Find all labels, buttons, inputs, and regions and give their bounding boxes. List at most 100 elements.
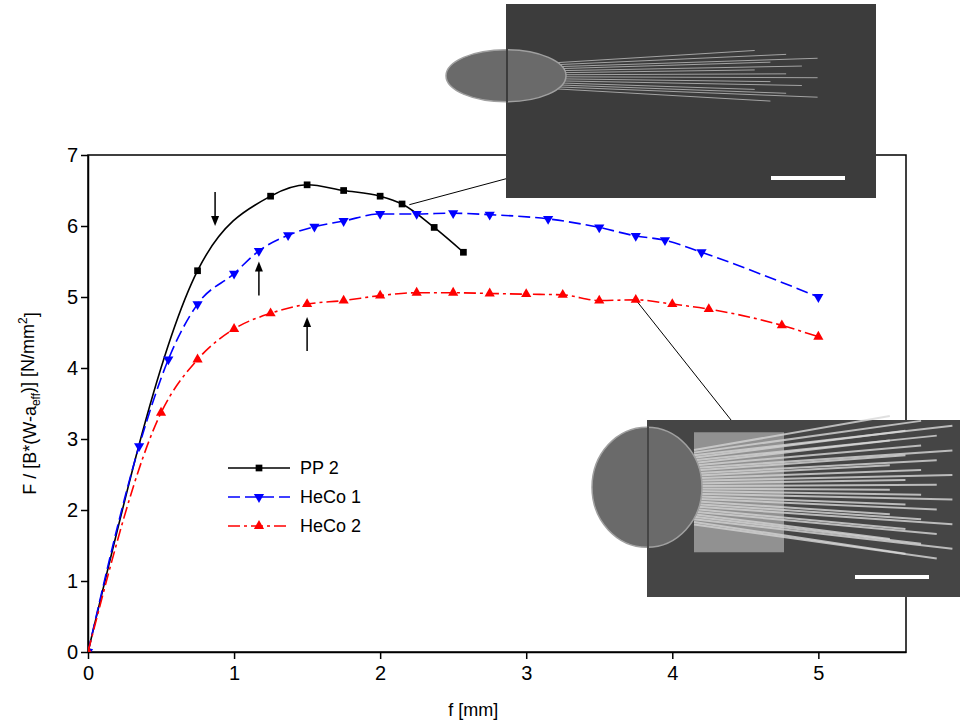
inset-craze — [558, 66, 802, 71]
legend-marker — [254, 494, 264, 503]
arrow-head — [255, 262, 263, 272]
series-marker — [777, 320, 787, 329]
series-marker — [696, 249, 706, 258]
x-tick-mark — [380, 652, 382, 659]
series-marker — [302, 298, 312, 307]
y-tick-label: 7 — [67, 144, 78, 166]
arrow — [303, 317, 311, 351]
series-marker — [660, 237, 670, 246]
inset-image — [446, 4, 876, 198]
series-marker — [304, 181, 311, 188]
series-marker — [283, 232, 293, 241]
series-marker — [88, 646, 93, 652]
y-axis-line — [88, 156, 90, 653]
callout-line — [636, 300, 735, 425]
y-tick-mark — [81, 297, 88, 299]
x-tick-label: 2 — [375, 662, 386, 684]
x-axis-title: f [mm] — [448, 700, 498, 720]
inset-craze — [558, 73, 786, 75]
series-marker — [412, 211, 422, 220]
series-marker — [192, 354, 202, 363]
y-tick: 1 — [67, 570, 88, 592]
y-tick-mark — [81, 155, 88, 157]
x-tick-label: 4 — [667, 662, 678, 684]
series-marker — [485, 288, 495, 297]
y-tick-label: 3 — [67, 428, 78, 450]
series-marker — [704, 303, 714, 312]
x-axis-line — [89, 652, 907, 654]
inset-zone — [694, 432, 784, 552]
inset-craze — [558, 89, 770, 101]
y-tick-mark — [81, 368, 88, 370]
chart: 01234501234567f [mm]F / [B*(W-aeff)] [N/… — [0, 0, 966, 724]
series-marker — [412, 287, 422, 296]
inset-image — [592, 416, 960, 597]
inset-scale-bar — [771, 176, 845, 180]
y-axis-title-part: )] [N/mm — [18, 324, 38, 393]
y-tick-label: 2 — [67, 499, 78, 521]
series-marker — [460, 249, 467, 256]
x-tick-mark — [526, 652, 528, 659]
legend-label: HeCo 2 — [300, 516, 361, 536]
arrow-shaft — [214, 192, 216, 218]
series-marker — [813, 294, 823, 303]
series-marker — [377, 193, 384, 200]
series-marker — [163, 357, 173, 366]
series-marker — [631, 294, 641, 303]
series-marker — [194, 267, 201, 274]
series-marker — [594, 224, 604, 233]
legend-marker — [256, 465, 263, 472]
series-marker — [667, 298, 677, 307]
series-marker — [134, 443, 144, 452]
x-tick-label: 5 — [813, 662, 824, 684]
y-axis: 01234567 — [67, 144, 89, 663]
series-marker — [431, 224, 438, 231]
inset-craze — [558, 76, 818, 78]
x-tick: 1 — [229, 652, 240, 684]
x-tick-mark — [234, 652, 236, 659]
series-marker — [254, 248, 264, 257]
y-axis-title-part: eff — [29, 392, 43, 406]
series-marker — [485, 212, 495, 221]
y-tick-label: 4 — [67, 357, 78, 379]
inset-craze — [558, 81, 802, 86]
arrow — [255, 262, 263, 296]
series-marker — [265, 307, 275, 316]
arrow — [211, 192, 219, 226]
series-marker — [229, 271, 239, 280]
x-tick-label: 3 — [521, 662, 532, 684]
inset-notch — [592, 427, 702, 547]
arrow-shaft — [258, 270, 260, 296]
series-marker — [448, 210, 458, 219]
inset-background — [506, 4, 876, 198]
series-marker — [558, 289, 568, 298]
x-tick-mark — [818, 652, 820, 659]
series-marker — [309, 224, 319, 233]
y-tick-mark — [81, 226, 88, 228]
inset-craze — [558, 87, 818, 97]
y-tick: 0 — [67, 641, 88, 663]
series-marker — [813, 331, 823, 340]
y-tick-mark — [81, 652, 88, 654]
inset-craze — [558, 85, 786, 93]
inset-craze — [558, 70, 755, 73]
series-marker — [448, 287, 458, 296]
series-marker — [267, 193, 274, 200]
series-marker — [156, 407, 166, 416]
arrow-head — [211, 216, 219, 226]
y-tick: 7 — [67, 144, 88, 166]
series-marker — [229, 323, 239, 332]
y-axis-title-part: F / [B*(W-a — [20, 405, 40, 495]
series-marker — [339, 295, 349, 304]
inset-craze — [558, 58, 818, 66]
y-tick-label: 0 — [67, 641, 78, 663]
y-tick: 3 — [67, 428, 88, 450]
inset-edge — [506, 49, 508, 103]
y-tick-label: 1 — [67, 570, 78, 592]
x-tick: 2 — [375, 652, 386, 684]
series-marker — [339, 218, 349, 227]
inset-notch — [446, 50, 566, 102]
series-marker — [375, 290, 385, 299]
series-marker — [192, 301, 202, 310]
x-tick: 4 — [667, 652, 678, 684]
